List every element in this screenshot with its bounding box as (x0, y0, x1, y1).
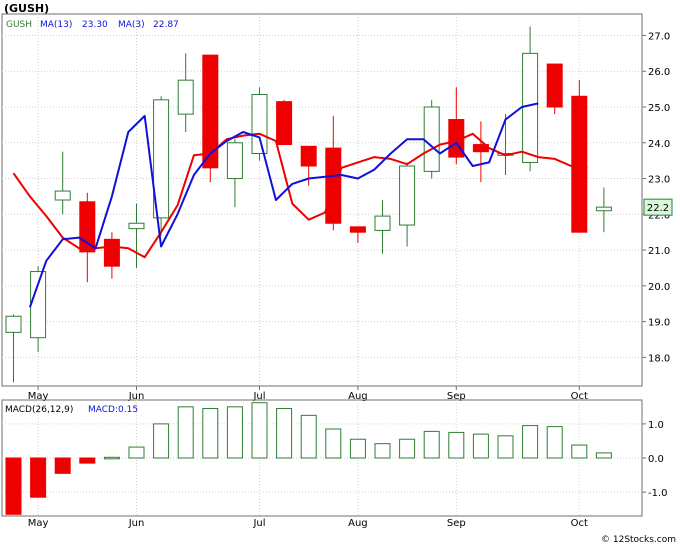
legend-macd-label: MACD(26,12,9) (5, 405, 73, 415)
candle-down (349, 226, 366, 233)
macd-bar-negative (54, 457, 71, 474)
price-y-tick-label: 25.0 (648, 103, 670, 114)
candle-down (571, 95, 588, 233)
macd-bar-positive (546, 426, 563, 459)
candle-down (202, 54, 219, 169)
macd-histogram (5, 402, 612, 515)
macd-bar-positive (497, 435, 514, 459)
macd-bar-positive (571, 444, 588, 459)
chart-title: (GUSH) (4, 2, 49, 15)
macd-bar-positive (472, 433, 489, 459)
price-y-tick-label: 19.0 (648, 318, 670, 329)
candle-up (5, 315, 22, 333)
price-x-tick-label: May (28, 391, 49, 402)
legend-symbol: GUSH (6, 20, 32, 30)
macd-y-axis: 1.0 0.0 -1.0 (642, 420, 668, 499)
macd-bar-negative (5, 457, 22, 515)
legend-ma13-value: 23.30 (82, 20, 108, 30)
price-panel (1, 13, 643, 387)
price-y-tick-label: 27.0 (648, 31, 670, 42)
macd-x-tick-label: Sep (447, 518, 466, 529)
candle-up (251, 93, 268, 154)
macd-bar-positive (153, 423, 170, 459)
price-y-tick-label: 23.0 (648, 175, 670, 186)
candlestick-series (5, 26, 612, 383)
candle-down (103, 238, 120, 267)
macd-bar-positive (325, 428, 342, 459)
moving-average-lines (12, 102, 588, 308)
price-x-tick-label: Jul (252, 391, 265, 402)
macd-bar-positive (595, 452, 612, 459)
macd-bar-negative (30, 457, 47, 498)
legend-macd-value: MACD:0.15 (88, 405, 138, 415)
price-y-tick-label: 22.0 (648, 210, 670, 221)
macd-x-tick-label: Jun (128, 518, 145, 529)
macd-bar-positive (226, 406, 243, 459)
macd-bar-positive (276, 408, 293, 459)
price-x-tick-label: Aug (348, 391, 368, 402)
macd-x-tick-label: Oct (571, 518, 588, 529)
macd-y-tick-label: 1.0 (648, 420, 664, 431)
macd-bar-positive (251, 402, 268, 459)
price-legend: GUSH MA(13) 23.30 MA(3) 22.87 (6, 20, 179, 30)
price-y-tick-label: 18.0 (648, 353, 670, 364)
ma3-line (28, 102, 539, 308)
price-x-tick-label: Oct (571, 391, 588, 402)
price-y-tick-label: 26.0 (648, 67, 670, 78)
macd-legend: MACD(26,12,9) MACD:0.15 (5, 405, 138, 415)
candle-up (177, 79, 194, 115)
macd-bar-positive (399, 438, 416, 459)
macd-y-tick-label: -1.0 (648, 488, 668, 499)
macd-bar-positive (202, 408, 219, 459)
price-x-tick-label: Sep (447, 391, 466, 402)
candle-down (79, 201, 96, 253)
macd-bar-positive (103, 456, 120, 460)
candle-up (128, 222, 145, 230)
macd-x-tick-label: May (28, 518, 49, 529)
macd-bar-positive (300, 414, 317, 459)
candle-up (226, 142, 243, 180)
price-y-tick-label: 21.0 (648, 246, 670, 257)
last-price-marker: 22.2 (643, 198, 673, 216)
price-y-tick-label: 24.0 (648, 139, 670, 150)
candle-down (325, 147, 342, 224)
macd-x-axis: May Jun Jul Aug Sep Oct (28, 518, 588, 529)
legend-ma3-label: MA(3) (118, 20, 145, 30)
macd-bar-negative (79, 457, 96, 464)
candle-down (300, 145, 317, 167)
candle-up (374, 215, 391, 231)
macd-x-tick-label: Jul (252, 518, 265, 529)
candle-up (54, 190, 71, 201)
candle-up (399, 165, 416, 226)
price-y-tick-label: 20.0 (648, 282, 670, 293)
macd-bar-positive (423, 430, 440, 459)
candle-down (546, 63, 563, 108)
macd-x-tick-label: Aug (348, 518, 368, 529)
candle-up (522, 52, 539, 163)
candle-up (153, 99, 170, 219)
last-price-box (643, 198, 673, 216)
legend-ma13-label: MA(13) (40, 20, 72, 30)
copyright-footer: © 12Stocks.com (601, 535, 676, 545)
price-x-tick-label: Jun (128, 391, 145, 402)
last-price-label: 22.2 (647, 203, 669, 214)
candle-up (595, 206, 612, 212)
price-x-axis: May Jun Jul Aug Sep Oct (28, 386, 588, 402)
macd-bar-positive (374, 443, 391, 459)
candle-up (423, 106, 440, 172)
macd-bar-positive (128, 446, 145, 459)
legend-ma3-value: 22.87 (153, 20, 179, 30)
macd-y-tick-label: 0.0 (648, 454, 664, 465)
macd-bar-positive (349, 438, 366, 459)
ma13-line (12, 132, 588, 259)
macd-bar-positive (177, 406, 194, 459)
candle-down (276, 101, 293, 146)
macd-bar-positive (448, 431, 465, 459)
macd-bar-positive (522, 425, 539, 459)
